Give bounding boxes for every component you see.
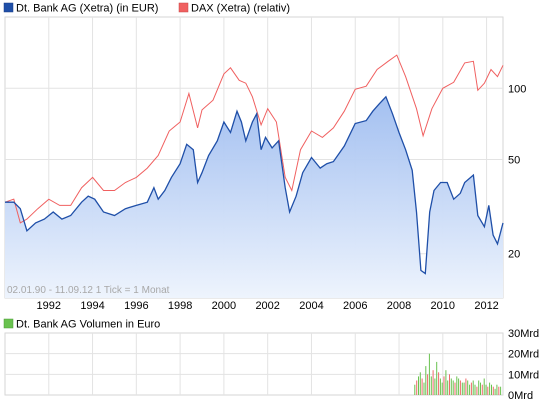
legend-label-volume: Dt. Bank AG Volumen in Euro (16, 319, 160, 331)
volume-bar (489, 382, 491, 395)
volume-tick-label: 30Mrd (508, 328, 539, 340)
volume-bar (450, 378, 452, 395)
volume-bar (458, 378, 460, 395)
y-axis-ticks: 20 50 100 (508, 83, 526, 260)
x-tick-label: 2008 (387, 300, 411, 312)
volume-bar (436, 361, 438, 395)
volume-axis-ticks: 30Mrd 20Mrd 10Mrd 0Mrd (508, 328, 539, 401)
volume-bar (454, 382, 456, 395)
volume-bar (472, 380, 474, 395)
volume-bar (428, 353, 430, 395)
x-tick-label: 2006 (343, 300, 367, 312)
volume-bar (491, 384, 492, 395)
volume-bar (485, 384, 487, 395)
volume-bar (432, 370, 434, 395)
x-tick-label: 2012 (474, 300, 498, 312)
x-tick-label: 2002 (255, 300, 279, 312)
legend: Dt. Bank AG (Xetra) (in EUR) DAX (Xetra)… (3, 2, 290, 15)
volume-bar (481, 384, 483, 395)
volume-tick-label: 20Mrd (508, 349, 539, 361)
legend-swatch-bank (3, 2, 14, 13)
x-tick-label: 2004 (299, 300, 323, 312)
dax-line (4, 54, 504, 224)
volume-bar (430, 376, 432, 395)
volume-bar (492, 386, 494, 395)
volume-bar (476, 386, 478, 395)
volume-bar (434, 378, 436, 395)
volume-plot-area (4, 332, 504, 396)
volume-bar (494, 388, 496, 395)
legend-label-dax: DAX (Xetra) (relativ) (191, 3, 290, 15)
bank-price-area (5, 96, 503, 298)
volume-bar (459, 380, 461, 395)
volume-bar (478, 380, 480, 395)
volume-bar (498, 386, 500, 395)
y-tick-label: 20 (508, 249, 520, 261)
x-tick-label: 2000 (212, 300, 236, 312)
volume-legend: Dt. Bank AG Volumen in Euro (3, 318, 160, 331)
y-tick-label: 100 (508, 83, 526, 95)
volume-bar (447, 380, 449, 395)
legend-swatch-dax (178, 2, 189, 13)
volume-bar (443, 376, 445, 395)
volume-bar (419, 372, 421, 395)
volume-bar (487, 386, 489, 395)
volume-bar (467, 380, 469, 395)
volume-gridlines (5, 333, 503, 395)
x-tick-label: 2010 (431, 300, 455, 312)
volume-bar (470, 382, 472, 395)
volume-bar (416, 380, 418, 395)
volume-bar (469, 384, 471, 395)
volume-bar (425, 366, 427, 395)
y-tick-label: 50 (508, 155, 520, 167)
volume-bar (438, 372, 440, 395)
volume-bar (483, 378, 485, 395)
volume-bar (414, 384, 416, 395)
volume-bar (423, 382, 425, 395)
volume-panel: 30Mrd 20Mrd 10Mrd 0Mrd (4, 328, 539, 401)
volume-tick-label: 10Mrd (508, 369, 539, 381)
volume-bar (441, 382, 443, 395)
x-tick-label: 1996 (124, 300, 148, 312)
volume-bar (474, 384, 476, 395)
volume-bar (427, 374, 429, 395)
volume-tick-label: 0Mrd (508, 390, 533, 401)
volume-bar (496, 384, 498, 395)
volume-bar (463, 382, 465, 395)
legend-swatch-volume (3, 318, 14, 329)
volume-bar (452, 380, 454, 395)
volume-bar (421, 378, 423, 395)
x-tick-label: 1992 (37, 300, 61, 312)
x-tick-label: 1998 (168, 300, 192, 312)
price-panel: 02.01.90 - 11.09.12 1 Tick = 1 Monat 199… (4, 16, 526, 312)
volume-bar (461, 382, 463, 395)
date-range-label: 02.01.90 - 11.09.12 1 Tick = 1 Monat (7, 285, 170, 296)
volume-bar (456, 376, 458, 395)
volume-bar (418, 376, 419, 395)
volume-bar (445, 370, 447, 395)
volume-bar (439, 378, 441, 395)
volume-bar (449, 374, 450, 395)
x-tick-label: 1994 (80, 300, 104, 312)
volume-bar (465, 378, 467, 395)
volume-bar (480, 382, 481, 395)
legend-label-bank: Dt. Bank AG (Xetra) (in EUR) (16, 3, 158, 15)
x-axis-ticks: 1992 1994 1996 1998 2000 2002 2004 2006 2008 2010… (37, 300, 499, 312)
bank-price-line (5, 95, 504, 275)
volume-bars (414, 353, 502, 395)
volume-bar (500, 386, 502, 395)
